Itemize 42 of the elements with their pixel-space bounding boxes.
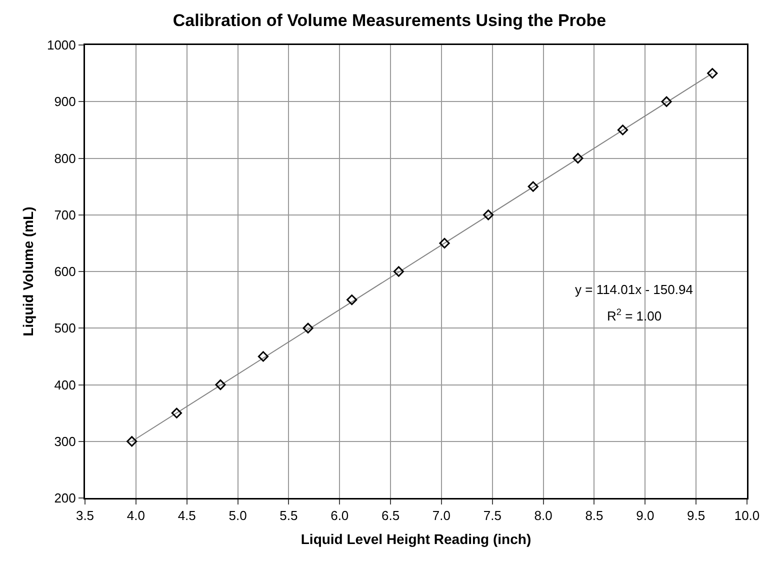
y-tick-label: 300 <box>54 434 76 449</box>
x-tick-label: 3.5 <box>76 508 94 524</box>
x-tick-label: 5.0 <box>228 508 247 524</box>
point <box>346 294 358 306</box>
x-tick-label: 6.0 <box>330 508 349 524</box>
x-axis-title: Liquid Level Height Reading (inch) <box>300 531 532 548</box>
annotation: R$^{2}$ = 1.00 <box>607 307 662 324</box>
annotation: y = 114.01x - 150.94 <box>575 282 693 297</box>
x-tick-label: 9.0 <box>636 508 654 524</box>
x-tick-label: 6.5 <box>382 508 400 524</box>
x-tick-label: 10.0 <box>734 508 760 524</box>
x-tick-label: 8.5 <box>585 508 604 524</box>
x-tick-label: 4.5 <box>178 508 196 524</box>
y-tick-label: 600 <box>54 264 76 280</box>
x-tick-label: 9.5 <box>687 508 706 524</box>
y-tick-label: 500 <box>54 320 76 336</box>
point <box>126 436 138 447</box>
x-tick-label: 4.0 <box>126 508 145 524</box>
point <box>302 322 314 334</box>
chart-title: Calibration of Volume Measurements Using the Probe <box>172 11 606 30</box>
y-tick-label: 200 <box>54 490 76 506</box>
y-tick-label: 400 <box>54 377 76 392</box>
point <box>617 124 628 136</box>
point <box>483 210 494 220</box>
point <box>258 351 269 362</box>
y-tick-label: 1000 <box>46 38 76 53</box>
y-tick-label: 900 <box>54 94 76 110</box>
point <box>707 68 718 79</box>
y-tick-label: 800 <box>54 150 76 166</box>
x-tick-label: 7.5 <box>483 508 502 524</box>
point <box>661 96 672 107</box>
y-tick-label: 700 <box>54 207 76 222</box>
point <box>439 238 450 248</box>
point <box>528 181 538 192</box>
x-tick-label: 5.5 <box>280 508 298 524</box>
x-tick-label: 8.0 <box>534 508 552 524</box>
point <box>171 408 182 418</box>
x-tick-label: 7.0 <box>432 508 450 524</box>
point <box>393 266 404 277</box>
y-axis-title: Liquid Volume (mL) <box>20 206 36 336</box>
point <box>215 379 226 390</box>
point <box>572 152 584 164</box>
